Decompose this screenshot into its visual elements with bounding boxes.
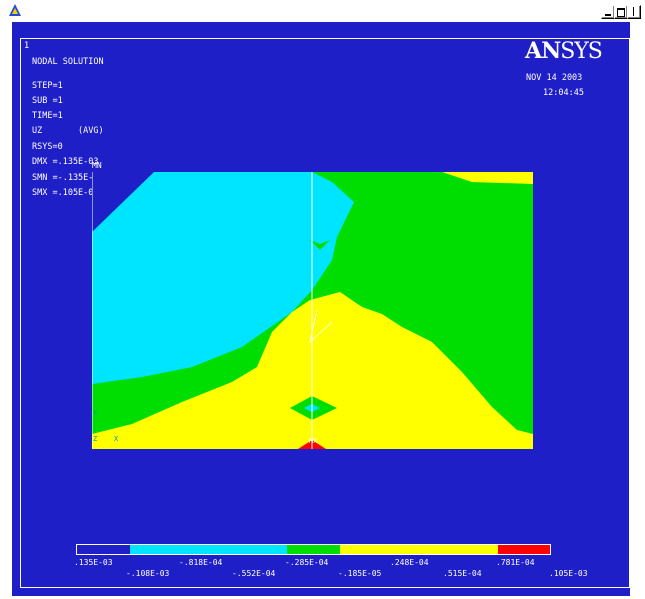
legend-swatch [392, 545, 445, 554]
node-marker-line [309, 309, 318, 343]
axis-label-y: Y [93, 409, 98, 417]
window-number: 1 [24, 41, 30, 51]
info-line: TIME=1 [32, 111, 63, 121]
node-marker-mn: MN [92, 161, 102, 170]
legend-label: .248E-04 [390, 558, 429, 567]
legend-label: -.552E-04 [232, 569, 276, 578]
info-line: SMX =.105E-03 [32, 188, 99, 198]
contour-region-yellow [442, 172, 533, 184]
legend-swatch [287, 545, 340, 554]
info-line: STEP=1 [32, 81, 63, 91]
legend-color-bar [76, 544, 551, 555]
legend-label: .515E-04 [443, 569, 482, 578]
contour-region-green [310, 240, 330, 250]
viewport-frame [20, 38, 630, 588]
axis-label-x: X [114, 435, 119, 443]
legend-label: .105E-03 [549, 569, 588, 578]
maximize-button[interactable] [614, 5, 628, 19]
axis-label-z: Z [93, 435, 98, 443]
legend-label: -.108E-03 [126, 569, 170, 578]
info-line: SUB =1 [32, 96, 63, 106]
contour-region-blue [92, 172, 154, 232]
legend-swatch [339, 545, 393, 554]
close-button[interactable] [627, 5, 641, 19]
info-line: NODAL SOLUTION [32, 57, 104, 67]
contour-plot[interactable] [92, 172, 533, 449]
info-line: SMN =-.135E-03 [32, 173, 104, 183]
info-line: UZ (AVG) [32, 126, 104, 136]
node-marker-line [309, 321, 333, 343]
legend-swatch [497, 545, 551, 554]
logo-text: AN [525, 38, 561, 64]
ansys-logo: ANSYS [525, 38, 603, 64]
logo-text: SYS [560, 39, 603, 64]
legend-label: -.285E-04 [285, 558, 329, 567]
plot-time: 12:04:45 [543, 88, 584, 98]
legend-label: .781E-04 [496, 558, 535, 567]
legend-swatch [444, 545, 498, 554]
legend-label: -.185E-05 [338, 569, 382, 578]
info-line: DMX =.135E-03 [32, 157, 99, 167]
legend-swatch [77, 545, 130, 554]
legend-swatch [234, 545, 288, 554]
minimize-button[interactable] [601, 5, 615, 19]
node-marker-mx: MX [309, 437, 318, 445]
title-bar [0, 0, 645, 22]
plot-date: NOV 14 2003 [526, 73, 583, 83]
ansys-triangle-icon[interactable] [8, 3, 22, 17]
legend-label: .135E-03 [74, 558, 113, 567]
info-line: RSYS=0 [32, 142, 63, 152]
legend-swatch [182, 545, 235, 554]
legend-swatch [129, 545, 183, 554]
legend-label: -.818E-04 [179, 558, 223, 567]
